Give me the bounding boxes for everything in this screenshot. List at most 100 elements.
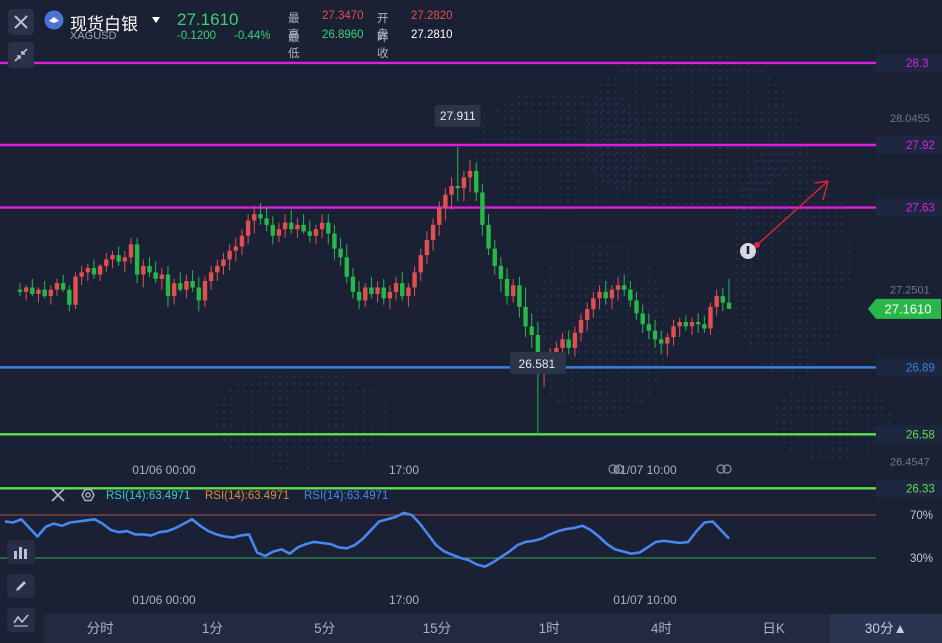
candle-body — [42, 289, 47, 297]
candle-body — [79, 272, 84, 277]
candle-body — [418, 255, 423, 273]
candle-body — [480, 192, 485, 225]
timeframe-tab[interactable]: 4时 — [650, 621, 672, 636]
candle-body — [615, 285, 621, 290]
candle-body — [128, 244, 134, 258]
candle-body — [23, 287, 29, 292]
candle-body — [190, 281, 195, 288]
candle-body — [122, 257, 128, 262]
candle-body — [85, 268, 91, 273]
candle-body — [646, 324, 652, 331]
caret-down-icon[interactable] — [151, 16, 161, 24]
y-axis-tick-label: 26.4547 — [890, 456, 930, 468]
horizontal-line-tag — [876, 479, 942, 498]
candle-body — [301, 224, 306, 232]
candle-body — [585, 309, 590, 320]
candle-body — [609, 289, 615, 299]
candle-body — [658, 339, 664, 344]
horizontal-lines[interactable]: 28.3 27.92 27.63 26.89 26.58 26.33 — [0, 53, 942, 498]
close-button[interactable] — [8, 9, 34, 35]
candle-body — [708, 306, 713, 329]
candle-body — [578, 319, 584, 333]
horizontal-line-label: 26.58 — [906, 429, 935, 441]
draw-button[interactable] — [7, 574, 35, 598]
price-change: -0.1200 — [177, 30, 217, 42]
symbol-code: XAGUSD — [70, 30, 117, 42]
timeframe-tab[interactable]: 分时 — [86, 621, 114, 636]
horizontal-line-tag — [876, 136, 942, 154]
timeframe-tab[interactable]: 1分 — [201, 621, 223, 636]
horizontal-line-tag — [876, 425, 942, 444]
candle-body — [443, 194, 448, 208]
x-axis-label: 17:00 — [389, 463, 419, 477]
candle-body — [252, 214, 257, 221]
candle-body — [196, 287, 201, 301]
candle-body — [424, 239, 430, 256]
candle-body — [406, 287, 411, 297]
timeframe-tab[interactable]: 30分▲ — [829, 614, 942, 643]
candle-body — [356, 291, 362, 301]
candle-body — [319, 222, 325, 230]
collapse-button[interactable] — [8, 42, 34, 68]
candle-body — [634, 300, 639, 314]
timeframe-tab[interactable]: 日K — [762, 621, 785, 636]
trend-arrow-head — [814, 180, 829, 201]
timeframe-tab[interactable]: 5分 — [314, 621, 336, 636]
candle-body — [208, 272, 214, 282]
trend-anchor-point[interactable] — [754, 242, 760, 248]
candle-body — [67, 289, 72, 305]
info-icon[interactable] — [740, 243, 756, 259]
x-axis-label: 01/06 00:00 — [132, 463, 196, 477]
candle-body — [387, 291, 393, 299]
candle-body — [461, 177, 467, 189]
candle-body — [572, 332, 578, 348]
candle-body — [702, 324, 707, 329]
candle-body — [233, 246, 238, 251]
candle-body — [97, 265, 103, 275]
candle-body — [221, 259, 226, 266]
symbol-name[interactable]: 现货白银 — [70, 15, 138, 34]
bar-chart-icon — [14, 547, 27, 559]
candlesticks — [17, 146, 732, 435]
open-value: 27.2820 — [411, 10, 453, 22]
indicator-button[interactable] — [7, 608, 35, 632]
candle-body — [640, 313, 645, 325]
high-value: 27.3470 — [322, 10, 364, 22]
high-label: 最高 — [288, 13, 300, 41]
candle-body — [48, 289, 54, 297]
trend-arrow-line[interactable] — [756, 180, 829, 246]
link-icon[interactable] — [716, 464, 732, 474]
candle-body — [720, 296, 726, 303]
indicator-icon — [13, 614, 29, 627]
candle-body — [412, 272, 417, 288]
horizontal-line-tag — [876, 198, 942, 217]
candle-body — [467, 170, 473, 178]
candle-body — [30, 287, 35, 294]
timeframe-tab[interactable]: 1时 — [538, 621, 560, 636]
candle-body — [591, 298, 596, 310]
silver-logo-icon — [44, 10, 64, 30]
candle-body — [258, 214, 263, 219]
rsi-level-high: 70% — [910, 510, 933, 522]
candle-body — [36, 289, 41, 294]
link-icon[interactable] — [608, 464, 624, 474]
timeframe-tab[interactable]: 15分 — [422, 621, 452, 636]
candle-body — [393, 283, 399, 292]
price-change-percent: -0.44% — [234, 30, 271, 42]
collapse-arrows-icon — [14, 48, 28, 62]
rsi-label: RSI(14):63.4971 — [205, 490, 289, 502]
candle-body — [486, 224, 491, 249]
rsi-close-button[interactable] — [51, 488, 65, 502]
candle-body — [689, 322, 695, 327]
candle-body — [264, 218, 269, 225]
high-marker-label: 27.911 — [440, 109, 476, 123]
chart-type-button[interactable] — [7, 540, 35, 564]
horizontal-line-tag — [876, 53, 942, 72]
candle-body — [239, 235, 245, 247]
gear-icon[interactable] — [81, 488, 95, 502]
candle-body — [227, 250, 232, 260]
candle-body — [350, 276, 356, 292]
horizontal-line-label: 28.3 — [906, 58, 928, 70]
candle-body — [560, 339, 565, 348]
